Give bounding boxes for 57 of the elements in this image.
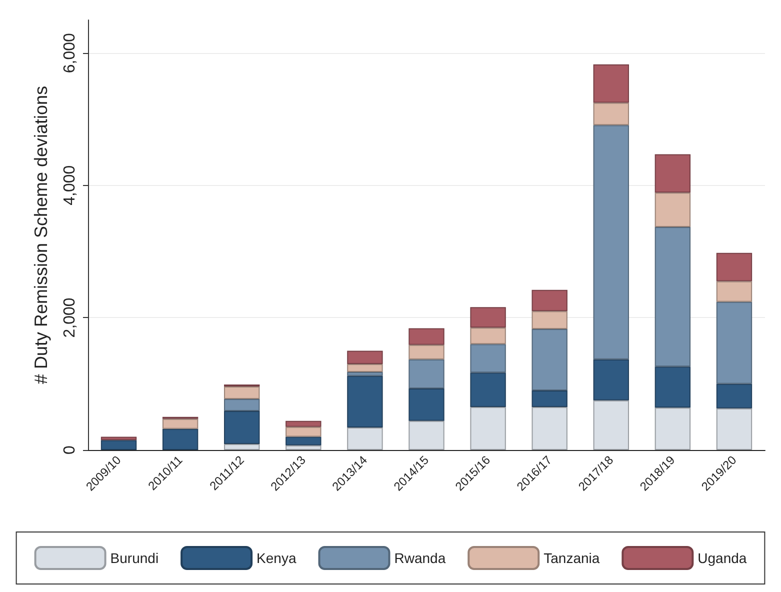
bar [716,281,752,302]
bar [347,428,383,450]
legend-label: Uganda [698,550,747,566]
bar [470,307,506,328]
bar [408,359,444,388]
bar [347,364,383,372]
bar [408,344,444,360]
bar [100,436,137,440]
bar [532,390,568,407]
bar [100,440,137,450]
bar [593,400,629,450]
bar [224,386,260,400]
bar [593,102,629,126]
bar [593,64,629,103]
bar [532,311,568,329]
bar [593,125,629,360]
bar [286,436,322,446]
bar [654,227,691,367]
bar [654,192,691,228]
bar [470,344,506,373]
bar [408,420,444,450]
bar [593,359,629,400]
bar [286,426,322,437]
bar [286,420,322,427]
bar [470,328,506,344]
bar [347,376,383,428]
bar [162,418,198,429]
bar [716,408,752,450]
bar [347,372,383,376]
bar [224,444,260,450]
legend-label: Tanzania [544,550,600,566]
bar [286,445,322,450]
bar [224,410,260,444]
bar [654,408,691,450]
y-tick-label: 2,000 [62,298,78,338]
bar [532,328,568,390]
bar [408,328,444,345]
bar [408,388,444,421]
bar [347,350,383,364]
bar [532,407,568,450]
bar [716,384,752,408]
legend-label: Burundi [110,550,159,566]
bar [224,399,260,411]
bar [470,372,506,407]
legend-label: Kenya [256,550,296,566]
bar [654,154,691,193]
bar [716,302,752,384]
y-tick-label: 0 [62,445,78,454]
bar [716,252,752,282]
bar [654,366,691,408]
bar [470,407,506,450]
legend-label: Rwanda [394,550,446,566]
y-tick-label: 6,000 [62,32,78,74]
y-axis-title: # Duty Remission Scheme deviations [31,86,51,384]
bar [162,428,198,450]
bar [532,290,568,312]
y-tick-label: 4,000 [62,165,78,206]
